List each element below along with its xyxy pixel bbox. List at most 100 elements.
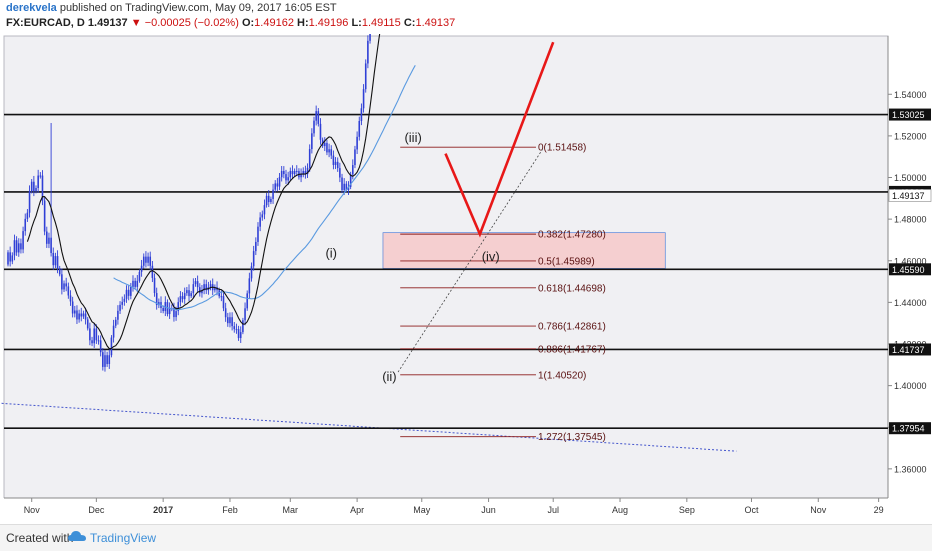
candle-body <box>71 301 74 314</box>
symbol-label[interactable]: FX:EURCAD, D <box>6 17 85 29</box>
candle-body <box>33 181 35 192</box>
candle-body <box>121 301 124 305</box>
candle-body <box>237 329 240 339</box>
level-price-tag <box>889 108 931 121</box>
candle-body <box>28 191 31 213</box>
low-label: L: <box>351 17 362 29</box>
author-link[interactable]: derekvela <box>6 2 57 14</box>
candle-body <box>291 170 294 175</box>
wave-label: (iii) <box>404 130 421 145</box>
candle-body <box>274 183 277 190</box>
candle-body <box>285 174 287 181</box>
candle-body <box>63 283 65 290</box>
candle-body <box>272 189 274 199</box>
candle-body <box>235 329 238 331</box>
wave-label: (i) <box>325 246 337 261</box>
projection-path <box>444 41 555 238</box>
candle-body <box>13 240 16 256</box>
candle-body <box>99 340 102 353</box>
candle-body <box>334 161 337 165</box>
candle-body <box>214 287 216 291</box>
candle-body <box>95 328 98 341</box>
candle-body <box>89 328 91 341</box>
publish-info: published on TradingView.com, May 09, 20… <box>56 2 337 14</box>
x-tick-label: Jun <box>481 505 496 515</box>
candle-body <box>354 149 356 166</box>
candle-body <box>246 293 249 309</box>
x-tick-label: Mar <box>283 505 299 515</box>
last-price-tag <box>888 189 932 202</box>
candle-body <box>82 313 85 317</box>
candle-body <box>69 295 72 302</box>
candle-body <box>244 308 246 321</box>
x-tick-label: Aug <box>612 505 628 515</box>
candle-body <box>319 123 322 140</box>
candle-body <box>11 255 14 262</box>
candle-body <box>145 256 147 263</box>
y-tick-label: 1.54000 <box>894 90 927 100</box>
candle-body <box>330 149 333 156</box>
candle-body <box>192 284 195 294</box>
candle-body <box>37 175 39 189</box>
last-price-label: 1.49137 <box>892 191 925 201</box>
candle-body <box>162 308 164 312</box>
candle-body <box>43 200 46 232</box>
price-chart[interactable]: 1.360001.380001.400001.420001.440001.460… <box>0 34 932 524</box>
candle-body <box>117 310 119 320</box>
tradingview-brand[interactable]: TradingView <box>90 531 157 545</box>
fib-diagonal <box>397 149 543 373</box>
support-trendline <box>1 402 737 452</box>
candle-body <box>24 218 27 232</box>
candle-body <box>311 133 313 150</box>
candle-body <box>306 167 309 175</box>
last-price: 1.49137 <box>87 17 128 29</box>
wave-label: (ii) <box>382 369 396 384</box>
candle-body <box>134 280 136 287</box>
candle-body <box>93 328 95 344</box>
candle-body <box>267 195 270 203</box>
x-tick-label: 2017 <box>153 505 173 515</box>
candle-body <box>220 296 223 298</box>
candle-body <box>289 170 292 178</box>
candle-body <box>140 265 143 272</box>
candle-body <box>332 155 335 165</box>
candle-body <box>343 183 345 190</box>
fib-level-label: 0.618(1.44698) <box>538 283 606 294</box>
candle-body <box>252 251 255 267</box>
candle-body <box>304 170 307 175</box>
candle-body <box>276 183 279 187</box>
candle-body <box>26 212 29 219</box>
level-price-tag <box>889 422 931 435</box>
open-label: O: <box>241 17 255 29</box>
candle-body <box>367 40 369 64</box>
candle-body <box>283 170 285 175</box>
candle-body <box>328 149 330 153</box>
tradingview-logo-icon[interactable] <box>68 530 86 544</box>
candle-body <box>196 281 199 288</box>
candle-body <box>287 177 289 181</box>
candle-body <box>65 283 67 287</box>
candle-body <box>265 195 268 206</box>
candle-body <box>205 284 208 291</box>
candle-body <box>326 142 328 153</box>
candle-body <box>233 326 236 330</box>
candle-body <box>45 231 48 244</box>
candle-body <box>147 256 149 263</box>
candle-body <box>242 320 244 333</box>
level-price-label: 1.37954 <box>892 424 925 434</box>
fib-level-label: 1(1.40520) <box>538 370 586 381</box>
candle-body <box>52 252 55 266</box>
candle-body <box>130 286 132 296</box>
candle-body <box>132 280 134 287</box>
candle-body <box>280 170 283 178</box>
level-price-tag <box>889 343 931 356</box>
candle-body <box>48 237 50 244</box>
candle-body <box>261 214 264 218</box>
candle-body <box>270 198 272 203</box>
candle-body <box>50 237 52 253</box>
open-value: 1.49162 <box>254 17 294 29</box>
candle-body <box>302 170 305 175</box>
candle-body <box>295 170 298 172</box>
x-tick-label: Apr <box>350 505 364 515</box>
candle-body <box>364 63 367 90</box>
